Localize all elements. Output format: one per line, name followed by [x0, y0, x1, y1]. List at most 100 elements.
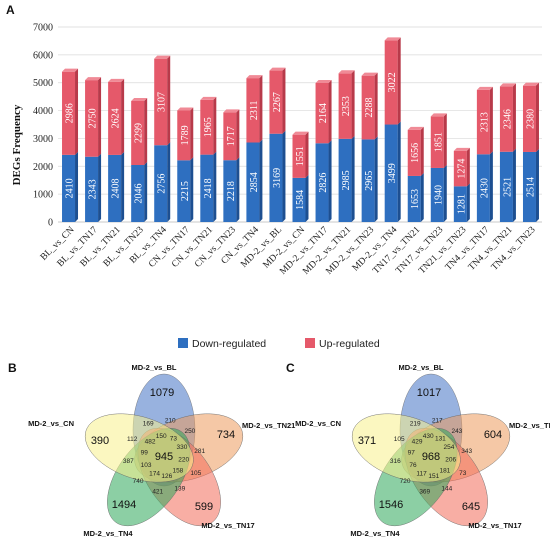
venn-region-count: 206	[445, 456, 456, 463]
venn-region-count: 330	[177, 444, 188, 451]
y-tick-label: 4000	[33, 106, 53, 117]
bar-up-side	[121, 78, 125, 155]
venn-set-label-bottom-left: MD-2_vs_TN4	[350, 529, 400, 538]
bar-top	[85, 77, 102, 81]
bar-down	[200, 154, 214, 222]
bar-down-side	[282, 130, 286, 222]
bar-down	[269, 133, 283, 222]
bar-up-side	[397, 37, 401, 125]
venn-region-count: 430	[423, 433, 434, 440]
y-tick-label: 5000	[33, 78, 53, 89]
data-label-up: 2346	[502, 109, 513, 129]
venn-set-label-left: MD-2_vs_CN	[295, 419, 341, 428]
bar-up	[361, 75, 375, 140]
data-label-down: 2218	[226, 181, 237, 201]
bar-up	[223, 112, 237, 161]
venn-region-count: 99	[141, 450, 149, 457]
legend: Down-regulated Up-regulated	[178, 338, 380, 350]
y-tick-label: 1000	[33, 190, 53, 201]
bar-top	[131, 97, 148, 101]
venn-region-count: 151	[428, 473, 439, 480]
venn-region-count: 105	[190, 470, 201, 477]
data-label-down: 1653	[410, 189, 421, 209]
bar-up	[315, 82, 329, 144]
venn-region-count: 169	[143, 421, 154, 428]
bar-up-side	[98, 77, 102, 157]
data-label-up: 2986	[65, 103, 76, 123]
bar-up-side	[259, 75, 263, 143]
venn-count-bottom-right: 599	[195, 501, 213, 513]
bar-down	[338, 138, 352, 222]
bar-down	[453, 186, 467, 222]
bar-group: 2430 2313	[476, 86, 493, 222]
bar-down-side	[374, 136, 378, 222]
legend-swatch-up	[305, 338, 315, 348]
bar-up	[154, 58, 168, 146]
data-label-up: 2288	[364, 98, 375, 118]
bar-group: 2046 2299	[131, 97, 148, 222]
data-label-down: 3499	[387, 163, 398, 183]
venn-count-left: 371	[358, 435, 376, 447]
venn-region-count: 740	[133, 478, 144, 485]
venn-region-count: 220	[178, 456, 189, 463]
data-label-up: 2164	[318, 103, 329, 123]
data-label-up: 3107	[157, 92, 168, 112]
bar-up-side	[466, 147, 470, 187]
venn-diagram-c: 1017 604 645 1546 371 968 217 243 343 73 144 369 720…	[295, 363, 550, 538]
bar-group: 1940 1851	[430, 113, 447, 222]
bar-up-side	[236, 109, 240, 161]
venn-set-label-right: MD-2_vs_TN21	[242, 421, 295, 430]
bar-top	[108, 78, 125, 82]
bar-top	[200, 96, 217, 100]
bar-group: 2826 2164	[315, 79, 332, 222]
bar-group: 2985 2353	[338, 70, 355, 222]
venn-count-center: 968	[422, 451, 440, 463]
venn-region-count: 139	[174, 485, 185, 492]
bar-down	[476, 154, 490, 222]
bar-top	[361, 72, 378, 76]
bar-group: 2215 1789	[177, 107, 194, 222]
bar-down	[154, 145, 168, 222]
category-labels: BL_vs_CNBL_vs_TN17BL_vs_TN21BL_vs_TN23BL…	[39, 225, 538, 277]
bar-top	[292, 131, 309, 135]
bar-top	[384, 37, 401, 41]
bar-top	[430, 113, 447, 117]
bar-down	[246, 142, 260, 222]
venn-set-label-left: MD-2_vs_CN	[28, 419, 74, 428]
venn-region-count: 243	[451, 428, 462, 435]
venn-set-label-bottom-right: MD-2_vs_TN17	[201, 521, 254, 530]
bar-up-side	[213, 96, 217, 155]
bar-group: 3169 2267	[269, 67, 286, 222]
bar-down-side	[305, 174, 309, 222]
bar-down-side	[466, 183, 470, 222]
venn-region-count: 343	[461, 448, 472, 455]
data-label-up: 1717	[226, 126, 237, 146]
venn-region-count: 112	[127, 436, 138, 443]
data-label-up: 1551	[295, 146, 306, 166]
bar-down	[499, 151, 513, 222]
data-label-down: 2521	[502, 177, 513, 197]
venn-set-label-right: MD-2_vs_TN23	[509, 421, 550, 430]
venn-set-label-top: MD-2_vs_BL	[398, 363, 443, 372]
venn-region-count: 219	[410, 421, 421, 428]
bar-top	[154, 55, 171, 59]
data-label-up: 2313	[479, 112, 490, 132]
data-label-down: 2514	[525, 177, 536, 197]
data-label-up: 1656	[410, 143, 421, 163]
bar-up	[499, 86, 513, 152]
bar-down	[384, 124, 398, 222]
bar-top	[62, 68, 79, 72]
venn-set-label-bottom-right: MD-2_vs_TN17	[468, 521, 521, 530]
venn-count-bottom-right: 645	[462, 501, 480, 513]
data-label-down: 2215	[180, 181, 191, 201]
y-tick-label: 0	[48, 218, 53, 229]
bar-up	[407, 129, 421, 176]
panel-b-label: B	[8, 361, 17, 375]
bar-up-side	[489, 86, 493, 155]
bar-group: 3499 3022	[384, 37, 401, 222]
venn-region-count: 482	[145, 439, 156, 446]
data-label-up: 1851	[433, 132, 444, 152]
bar-top	[453, 147, 470, 151]
venn-region-count: 105	[394, 436, 405, 443]
venn-region-count: 174	[149, 471, 160, 478]
